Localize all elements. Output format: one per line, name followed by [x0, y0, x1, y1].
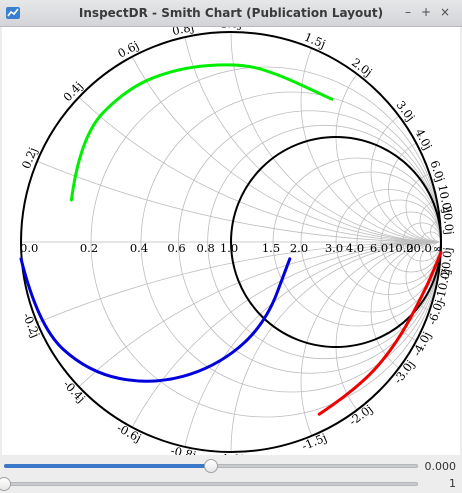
slider-thumb[interactable] [204, 459, 218, 473]
reactance-label: 6.0j [427, 159, 447, 184]
reactance-label: 10.0j [435, 183, 454, 214]
reactance-label: -1.5j [300, 430, 329, 453]
reactance-label: 1.5j [302, 30, 328, 51]
resistance-label: 0.8 [197, 241, 215, 255]
smith-chart: 0.0 0.2 0.4 0.6 0.8 1.0 1.5 2.0 3.0 4.0 6.0 10.020.… [19, 17, 457, 466]
smith-chart-plot[interactable]: 0.0 0.2 0.4 0.6 0.8 1.0 1.5 2.0 3.0 4.0 6.0 10.0 20.… [2, 17, 460, 466]
reactance-label: -0.4j [60, 377, 88, 405]
reactance-arc [388, 136, 441, 243]
maximize-icon[interactable]: + [420, 5, 432, 19]
reactance-arc [300, 241, 441, 452]
resistance-label: 0.2 [80, 241, 98, 255]
minimize-icon[interactable]: – [405, 5, 411, 19]
parameter-slider-1[interactable] [4, 458, 418, 474]
reactance-arc [430, 241, 441, 264]
parameter-slider-2[interactable] [0, 476, 418, 492]
trace-series-2 [19, 257, 292, 383]
reactance-label: 4.0j [412, 126, 435, 152]
title-bar[interactable]: InspectDR - Smith Chart (Publication Lay… [0, 0, 462, 27]
reactance-label: -20.0j [438, 246, 455, 280]
resistance-label: 0.6 [167, 241, 185, 255]
reactance-arc [370, 241, 441, 383]
controls-panel: 0.000 1 [0, 456, 462, 493]
reactance-label: -3.0j [391, 357, 418, 386]
reactance-arc [405, 171, 441, 243]
reactance-arc [21, 32, 441, 243]
resistance-label: 4.0 [346, 241, 364, 255]
slider-track [4, 482, 418, 486]
resistance-label: 3.0 [325, 241, 343, 255]
reactance-label: 0.6j [115, 38, 141, 61]
resistance-label: 0.0 [20, 241, 38, 255]
close-icon[interactable]: × [439, 5, 451, 19]
reactance-arc [300, 32, 441, 243]
slider-1-value: 0.000 [424, 460, 457, 473]
reactance-label: 20.0j [440, 205, 457, 235]
reactance-label: -2.0j [346, 402, 375, 429]
reactance-label: -0.6j [115, 421, 144, 445]
reactance-label: -10.0j [433, 267, 453, 302]
resistance-label: 2.0 [290, 241, 308, 255]
resistance-label: 1.5 [262, 241, 280, 255]
reactance-arc [370, 101, 441, 243]
slider-fill [4, 464, 211, 468]
window-title: InspectDR - Smith Chart (Publication Lay… [78, 6, 384, 20]
reactance-arc [405, 241, 441, 313]
reactance-label: -1.0j [218, 451, 244, 455]
smith-boundary-circle [20, 31, 442, 453]
reactance-label: 1.0j [220, 27, 242, 31]
resistance-label: ∞ [433, 244, 441, 255]
reactance-label: 0.2j [19, 145, 40, 171]
resistance-label: 20.0 [406, 241, 432, 255]
reactance-arc [90, 32, 441, 243]
slider-2-value: 1 [449, 477, 456, 490]
trace-series-3 [317, 251, 443, 416]
reactance-arc [388, 241, 441, 348]
reactance-arc [430, 220, 441, 243]
app-icon [6, 7, 20, 19]
reactance-label: 3.0j [394, 98, 418, 124]
reactance-arc [419, 199, 441, 243]
reactance-arc [21, 32, 441, 243]
resistance-label: 1.0 [220, 241, 238, 255]
resistance-label: 10.0 [388, 241, 414, 255]
reactance-label: 2.0j [349, 55, 375, 79]
resistance-label: 0.4 [130, 241, 148, 255]
reactance-label: -4.0j [410, 329, 434, 358]
slider-thumb[interactable] [0, 477, 11, 491]
resistance-label: 6.0 [370, 241, 388, 255]
trace-series-1 [69, 63, 334, 202]
reactance-label: -0.8j [169, 443, 197, 455]
reactance-arc [419, 241, 441, 285]
